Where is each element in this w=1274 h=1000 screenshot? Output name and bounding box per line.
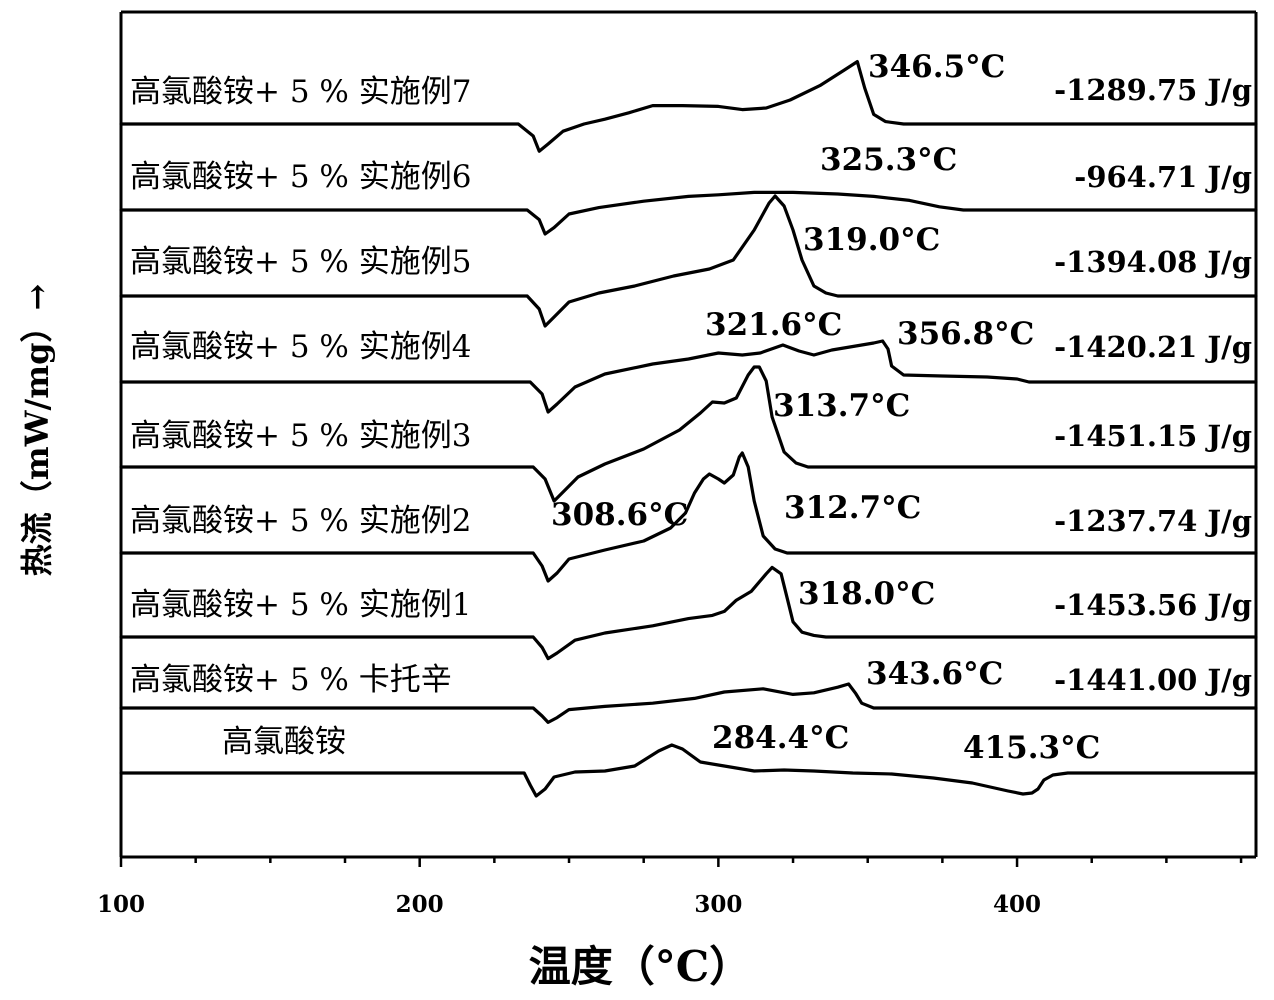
sample-label: 高氯酸铵 [222,724,346,760]
y-axis-title: 热流（mW/mg）→ [18,284,56,577]
dsc-curve [121,192,1256,234]
enthalpy-label: -1451.15 J/g [1054,419,1252,453]
enthalpy-label: -1453.56 J/g [1054,588,1252,622]
sample-label: 高氯酸铵+ 5 % 实施例7 [130,74,471,110]
sample-label: 高氯酸铵+ 5 % 实施例1 [130,587,471,623]
x-tick-label: 300 [694,891,742,918]
peak-temperature-label: 321.6°C [705,307,842,343]
x-tick-label: 100 [97,891,145,918]
peak-temperature-label: 308.6°C [551,497,688,533]
sample-label: 高氯酸铵+ 5 % 实施例2 [130,503,471,539]
sample-label: 高氯酸铵+ 5 % 实施例4 [130,329,471,365]
peak-temperature-label: 343.6°C [866,656,1003,692]
x-tick-label: 400 [993,891,1041,918]
enthalpy-label: -1289.75 J/g [1054,73,1252,107]
enthalpy-label: -964.71 J/g [1074,160,1252,194]
peak-temperature-label: 313.7°C [773,388,910,424]
peak-temperature-label: 319.0°C [803,222,940,258]
sample-label: 高氯酸铵+ 5 % 实施例5 [130,244,471,280]
peak-temperature-label: 318.0°C [798,576,935,612]
peak-temperature-label: 325.3°C [820,142,957,178]
enthalpy-label: -1237.74 J/g [1054,504,1252,538]
sample-label: 高氯酸铵+ 5 % 实施例3 [130,418,471,454]
chart-labels: 高氯酸铵+ 5 % 实施例7 -1289.75 J/g 346.5°C 高氯酸铵+ 5… [130,49,1252,766]
sample-label: 高氯酸铵+ 5 % 实施例6 [130,159,471,195]
peak-temperature-label: 415.3°C [963,730,1100,766]
x-axis: 100 200 300 400 [97,857,1241,918]
peak-temperature-label: 312.7°C [784,490,921,526]
x-axis-title: 温度（°C） [529,942,751,991]
enthalpy-label: -1420.21 J/g [1054,330,1252,364]
sample-label: 高氯酸铵+ 5 % 卡托辛 [130,662,452,698]
enthalpy-label: -1394.08 J/g [1054,245,1252,279]
peak-temperature-label: 346.5°C [868,49,1005,85]
enthalpy-label: -1441.00 J/g [1054,663,1252,697]
x-tick-label: 200 [396,891,444,918]
peak-temperature-label: 356.8°C [897,316,1034,352]
peak-temperature-label: 284.4°C [712,720,849,756]
